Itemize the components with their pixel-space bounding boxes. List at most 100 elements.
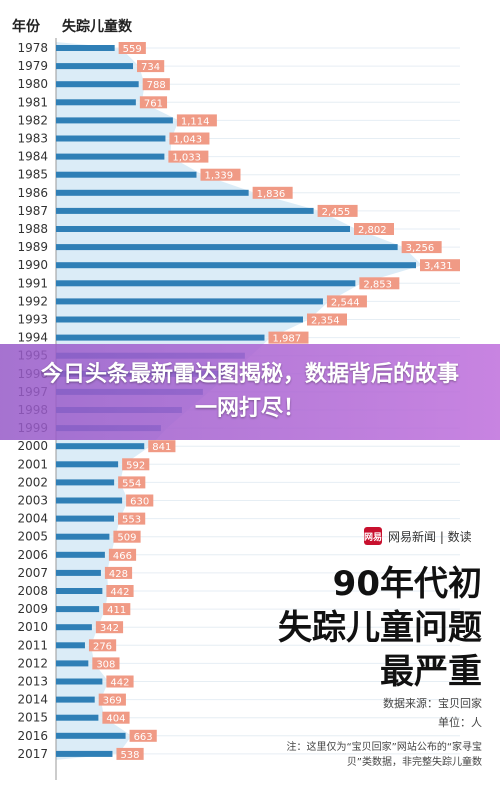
trend-area xyxy=(56,42,422,760)
bar-2003 xyxy=(56,497,123,504)
value-label-box-2003 xyxy=(126,494,154,507)
value-label-box-1988 xyxy=(354,223,395,235)
bar-1993 xyxy=(56,316,303,323)
year-label-1991: 1991 xyxy=(17,276,48,290)
bar-1979 xyxy=(56,63,134,70)
value-label-box-2009 xyxy=(103,603,131,616)
value-label-box-2015 xyxy=(102,711,130,724)
year-label-2013: 2013 xyxy=(17,675,48,689)
value-label-box-1989 xyxy=(401,241,442,254)
value-label-1982: 1,114 xyxy=(181,116,210,127)
value-label-2015: 404 xyxy=(106,714,125,725)
year-label-2006: 2006 xyxy=(17,548,48,562)
bar-1984 xyxy=(56,153,165,160)
value-label-1992: 2,544 xyxy=(331,297,360,308)
value-label-2016: 663 xyxy=(134,732,153,743)
bar-2014 xyxy=(56,696,95,703)
bar-1987 xyxy=(56,207,314,214)
bar-1982 xyxy=(56,117,173,124)
bar-1980 xyxy=(56,81,139,88)
value-label-box-2012 xyxy=(92,657,120,670)
value-label-1993: 2,354 xyxy=(311,316,340,327)
bar-1981 xyxy=(56,99,136,106)
value-label-box-2000 xyxy=(148,440,176,453)
value-label-2010: 342 xyxy=(100,623,119,634)
value-label-box-2014 xyxy=(98,693,126,706)
value-label-box-1984 xyxy=(168,150,209,163)
bar-1992 xyxy=(56,298,323,305)
bar-2011 xyxy=(56,642,85,649)
year-label-1988: 1988 xyxy=(17,222,48,236)
year-label-2010: 2010 xyxy=(17,620,48,634)
value-label-2014: 369 xyxy=(103,696,122,707)
count-column-header: 失踪儿童数 xyxy=(62,19,132,35)
bar-2012 xyxy=(56,660,89,667)
year-label-2016: 2016 xyxy=(17,729,48,743)
unit-label: 单位：人 xyxy=(438,716,482,729)
headline-line-1: 90年代初 xyxy=(332,564,482,604)
year-label-2012: 2012 xyxy=(17,656,48,670)
value-label-box-2005 xyxy=(113,530,141,543)
value-label-1994: 1,987 xyxy=(272,334,301,345)
banner-text: 今日头条最新雷达图揭秘，数据背后的故事一网打尽！ xyxy=(40,362,459,421)
bar-1991 xyxy=(56,280,356,287)
value-label-1985: 1,339 xyxy=(204,171,233,182)
value-label-box-2016 xyxy=(129,729,157,742)
year-label-2003: 2003 xyxy=(17,494,48,508)
value-label-box-2011 xyxy=(88,639,117,652)
headline-banner[interactable]: 今日头条最新雷达图揭秘，数据背后的故事一网打尽！ xyxy=(0,344,500,440)
year-label-1992: 1992 xyxy=(17,294,48,308)
value-label-box-1985 xyxy=(200,168,241,181)
value-label-box-1986 xyxy=(252,186,293,199)
brand-logo: 网易 xyxy=(364,527,382,545)
year-label-1978: 1978 xyxy=(17,41,48,55)
value-label-2002: 554 xyxy=(122,478,141,489)
year-label-2009: 2009 xyxy=(17,602,48,616)
value-label-box-1982 xyxy=(176,114,217,127)
value-label-1979: 734 xyxy=(141,62,160,73)
value-label-box-1980 xyxy=(142,78,170,91)
year-column-header: 年份 xyxy=(12,19,40,35)
year-label-2000: 2000 xyxy=(17,439,48,453)
year-label-2014: 2014 xyxy=(17,693,48,707)
bar-1985 xyxy=(56,171,197,178)
value-label-box-1979 xyxy=(137,60,165,73)
year-label-1989: 1989 xyxy=(17,240,48,254)
value-label-1984: 1,033 xyxy=(172,153,201,164)
year-label-2008: 2008 xyxy=(17,584,48,598)
value-label-1987: 2,455 xyxy=(322,207,351,218)
value-label-2001: 592 xyxy=(126,460,145,471)
value-label-2004: 553 xyxy=(122,515,141,526)
bar-1989 xyxy=(56,244,398,251)
value-label-1983: 1,043 xyxy=(173,135,202,146)
value-label-1980: 788 xyxy=(147,80,166,91)
bar-2015 xyxy=(56,714,99,721)
year-label-1984: 1984 xyxy=(17,150,48,164)
value-label-2008: 442 xyxy=(110,587,129,598)
brand: 网易 网易新闻 | 数读 xyxy=(364,527,472,545)
value-label-box-2010 xyxy=(95,621,124,634)
value-label-box-1990 xyxy=(420,259,460,272)
year-label-2015: 2015 xyxy=(17,711,48,725)
value-label-2011: 276 xyxy=(93,641,112,652)
bar-2013 xyxy=(56,678,103,685)
value-label-1991: 2,853 xyxy=(363,279,392,290)
bar-1994 xyxy=(56,334,265,341)
year-label-1993: 1993 xyxy=(17,313,48,327)
bar-2017 xyxy=(56,750,113,757)
year-label-2001: 2001 xyxy=(17,457,48,471)
value-label-2006: 466 xyxy=(113,551,132,562)
value-label-1988: 2,802 xyxy=(358,225,387,236)
value-label-box-2007 xyxy=(104,566,133,579)
value-label-box-2001 xyxy=(122,458,150,471)
bar-1978 xyxy=(56,45,115,51)
value-label-box-2006 xyxy=(108,548,137,561)
bar-2000 xyxy=(56,443,145,450)
value-label-box-2017 xyxy=(116,747,144,760)
year-label-1990: 1990 xyxy=(17,258,48,272)
value-label-box-2008 xyxy=(106,585,134,597)
year-label-1985: 1985 xyxy=(17,168,48,182)
value-label-1978: 559 xyxy=(123,44,142,55)
value-label-1990: 3,431 xyxy=(424,261,453,272)
